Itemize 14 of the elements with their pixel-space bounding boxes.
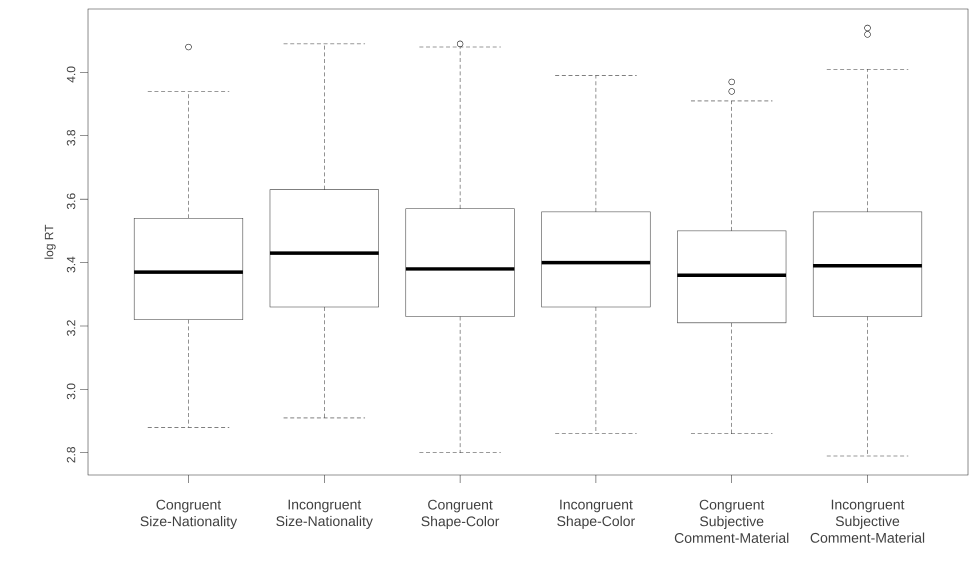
y-tick-label: 2.8	[66, 446, 76, 463]
x-tick-label: Incongruent Shape-Color	[557, 500, 635, 529]
y-tick-label: 3.4	[66, 256, 76, 272]
x-tick-label: Incongruent Size-Nationality	[276, 500, 373, 529]
y-tick-label: 3.8	[66, 130, 76, 146]
y-tick-label: 4.0	[66, 66, 76, 82]
x-tick-label: Congruent Subjective Comment-Material	[674, 500, 788, 543]
y-axis-title: log RT	[44, 224, 56, 259]
y-tick-label: 3.2	[66, 320, 76, 336]
x-tick-label: Incongruent Subjective Comment-Material	[810, 500, 924, 543]
y-tick-label: 3.6	[66, 193, 76, 210]
x-tick-label: Congruent Shape-Color	[421, 500, 500, 530]
y-tick-label: 3.0	[66, 384, 76, 400]
x-tick-label: Congruent Size-Nationality	[140, 500, 238, 530]
